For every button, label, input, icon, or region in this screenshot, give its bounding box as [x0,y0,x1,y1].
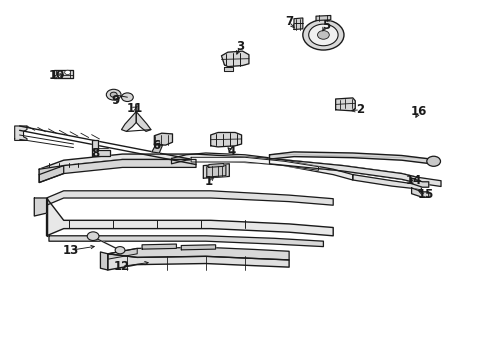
Circle shape [303,20,344,50]
Text: 4: 4 [227,145,235,158]
Polygon shape [39,159,196,183]
Circle shape [115,247,125,254]
Text: 15: 15 [418,188,435,201]
Polygon shape [54,70,73,78]
Polygon shape [172,153,353,180]
Polygon shape [270,152,431,164]
Polygon shape [92,140,110,156]
Polygon shape [154,133,172,145]
Text: 8: 8 [92,147,99,159]
Circle shape [106,89,121,100]
Polygon shape [39,166,64,183]
Text: 11: 11 [126,102,143,114]
Text: 1: 1 [204,175,212,188]
Polygon shape [211,132,242,147]
Polygon shape [181,245,216,250]
Polygon shape [100,252,108,270]
Circle shape [87,232,99,240]
Circle shape [122,93,133,102]
Polygon shape [316,15,331,21]
Polygon shape [224,67,233,71]
Circle shape [427,156,441,166]
Polygon shape [47,191,333,205]
Text: 5: 5 [322,19,330,32]
Polygon shape [15,126,27,140]
Text: 16: 16 [411,105,427,118]
Polygon shape [34,198,47,216]
Text: 9: 9 [111,94,119,107]
Polygon shape [122,112,136,131]
Polygon shape [412,178,429,187]
Text: 7: 7 [285,15,293,28]
Polygon shape [108,247,289,260]
Polygon shape [47,198,333,236]
Text: 2: 2 [356,103,364,116]
Circle shape [65,70,71,75]
Polygon shape [221,51,249,67]
Text: 3: 3 [236,40,244,53]
Polygon shape [136,112,151,131]
Text: 10: 10 [48,69,65,82]
Polygon shape [152,145,163,153]
Polygon shape [353,175,421,190]
Text: 12: 12 [113,260,130,273]
Circle shape [318,31,329,39]
Circle shape [309,24,338,46]
Polygon shape [207,165,226,177]
Polygon shape [209,163,224,167]
Polygon shape [294,18,303,30]
Circle shape [110,92,117,97]
Polygon shape [203,164,229,178]
Polygon shape [108,254,289,270]
Polygon shape [270,158,441,186]
Polygon shape [412,188,429,197]
Polygon shape [191,157,318,170]
Circle shape [56,74,62,78]
Polygon shape [49,236,323,247]
Text: 13: 13 [63,244,79,257]
Polygon shape [108,248,137,259]
Polygon shape [336,98,355,111]
Text: 6: 6 [153,139,161,152]
Text: 14: 14 [406,174,422,186]
Polygon shape [39,154,416,183]
Polygon shape [142,244,176,249]
